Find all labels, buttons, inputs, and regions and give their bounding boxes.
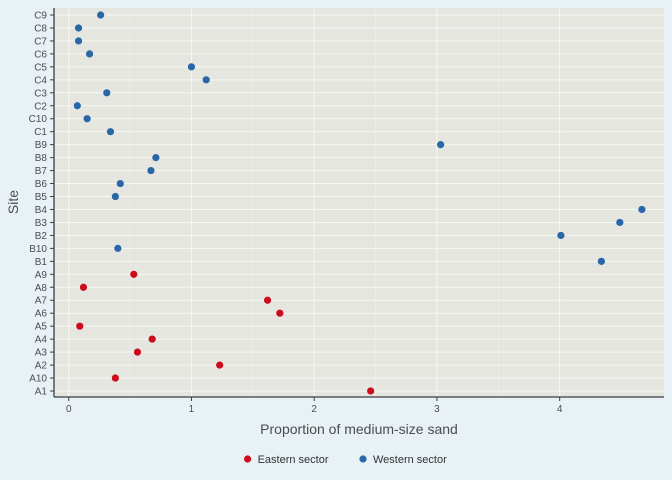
- legend-marker: [359, 455, 367, 463]
- y-tick-label: A9: [35, 270, 48, 281]
- y-tick-label: C6: [34, 49, 47, 60]
- data-point: [74, 24, 83, 32]
- data-point: [130, 270, 138, 278]
- data-point: [276, 309, 284, 317]
- data-point: [76, 322, 84, 330]
- data-point: [187, 63, 196, 71]
- y-tick-label: B1: [35, 257, 48, 268]
- y-tick-label: A1: [35, 387, 48, 398]
- data-point: [147, 166, 155, 175]
- y-axis-title: Site: [5, 190, 21, 214]
- grid-lines: [54, 8, 664, 397]
- y-tick-label: C2: [34, 101, 47, 112]
- data-points: [73, 11, 646, 395]
- x-tick-label: 0: [66, 404, 72, 415]
- y-tick-label: C8: [34, 23, 47, 34]
- legend: Eastern sector Western sector: [244, 454, 447, 466]
- data-point: [557, 231, 565, 240]
- x-axis-title: Proportion of medium-size sand: [260, 421, 458, 437]
- y-tick-label: B5: [35, 192, 48, 203]
- y-tick-label: C1: [34, 127, 47, 138]
- data-point: [106, 128, 115, 136]
- data-point: [103, 89, 111, 97]
- y-tick-label: A8: [35, 283, 48, 294]
- x-tick-label: 3: [434, 404, 440, 415]
- y-tick-label: C7: [34, 36, 47, 47]
- y-tick-label: B9: [35, 140, 48, 151]
- data-point: [202, 76, 210, 84]
- x-tick-label: 4: [557, 404, 563, 415]
- y-tick-label: C4: [34, 75, 47, 86]
- y-tick-label: A4: [35, 335, 48, 346]
- data-point: [367, 387, 375, 395]
- axes: 0 1 2 3 4 A1 A10 A2 A3 A4 A5 A6 A7 A8 A9 B1 B10 B2 B3 B4 B5 B…: [29, 8, 664, 415]
- data-point: [133, 348, 142, 356]
- y-tick-label: B8: [35, 153, 48, 164]
- y-tick-label: A5: [35, 322, 48, 333]
- data-point: [74, 37, 83, 45]
- legend-label: Western sector: [373, 454, 447, 466]
- data-point: [148, 335, 156, 343]
- y-tick-label: B6: [35, 179, 48, 190]
- y-tick-label: B10: [29, 244, 47, 255]
- x-tick-label: 1: [189, 404, 195, 415]
- y-tick-label: A6: [35, 309, 48, 320]
- legend-marker: [244, 455, 252, 463]
- data-point: [437, 141, 445, 149]
- data-point: [597, 257, 606, 265]
- data-point: [152, 154, 160, 162]
- data-point: [97, 11, 105, 19]
- y-tick-label: C5: [34, 62, 47, 73]
- data-point: [111, 192, 119, 201]
- data-point: [111, 374, 119, 382]
- y-tick-label: A7: [35, 296, 48, 307]
- data-point: [79, 283, 88, 291]
- data-point: [638, 205, 646, 214]
- y-tick-label: B2: [35, 231, 48, 242]
- y-tick-label: C9: [34, 11, 47, 22]
- data-point: [114, 244, 122, 252]
- y-tick-label: C10: [29, 114, 48, 125]
- y-tick-label: B3: [35, 218, 48, 229]
- y-tick-label: B7: [35, 166, 48, 177]
- data-point: [85, 50, 94, 58]
- y-tick-label: A2: [35, 361, 48, 372]
- data-point: [116, 179, 124, 188]
- data-point: [616, 218, 624, 227]
- data-point: [73, 102, 81, 110]
- legend-label: Eastern sector: [258, 454, 329, 466]
- y-tick-label: B4: [35, 205, 48, 216]
- data-point: [263, 296, 272, 304]
- data-point: [83, 115, 91, 123]
- plot-panel: [54, 8, 664, 397]
- data-point: [216, 361, 224, 369]
- y-tick-label: A10: [29, 374, 47, 385]
- y-tick-label: A3: [35, 348, 48, 359]
- y-tick-label: C3: [34, 88, 47, 99]
- x-tick-label: 2: [311, 404, 317, 415]
